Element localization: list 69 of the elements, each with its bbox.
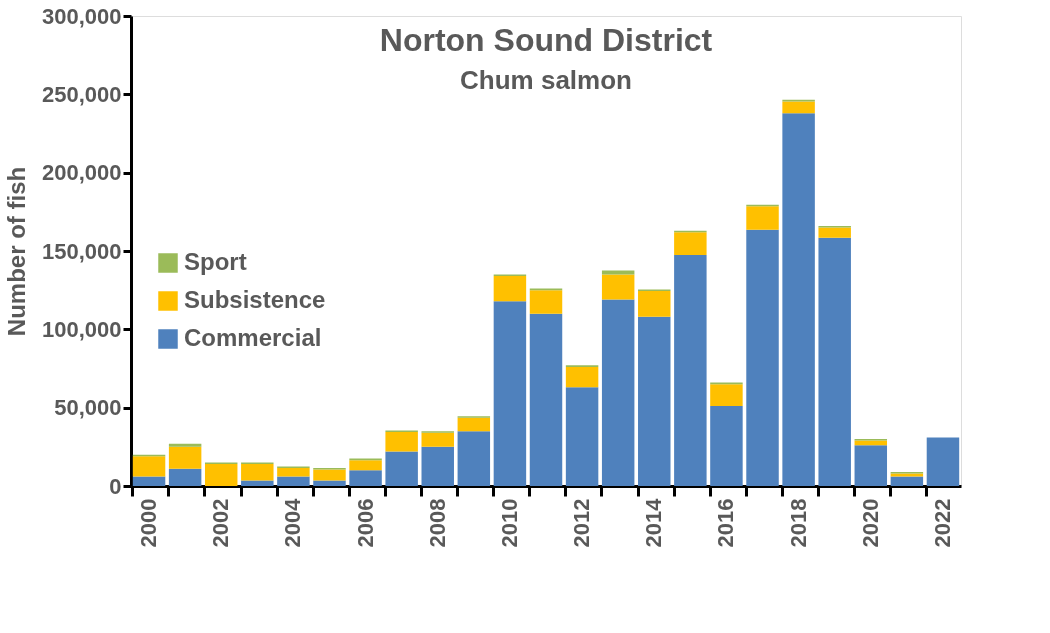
text: Chum salmon <box>460 65 632 95</box>
x-tick-label: 2008 <box>424 498 450 548</box>
bar <box>710 384 743 407</box>
x-tick-label: 2006 <box>352 498 378 548</box>
y-tick-label: 50,000 <box>54 395 122 421</box>
bar <box>313 480 346 486</box>
y-tick-label: 300,000 <box>41 3 122 29</box>
bar <box>277 476 310 486</box>
bar <box>638 290 671 317</box>
bar <box>926 437 960 486</box>
bar <box>601 299 635 486</box>
y-tick-label: 150,000 <box>41 238 122 264</box>
bar <box>168 443 202 447</box>
y-tick-label: 100,000 <box>41 316 122 342</box>
bar <box>529 290 563 314</box>
x-tick-label: 2014 <box>641 497 667 548</box>
bar <box>529 313 563 486</box>
x-tick-label: 2002 <box>208 498 234 548</box>
bar <box>638 316 671 486</box>
bar <box>168 446 202 469</box>
bar <box>349 460 382 471</box>
x-tick-label: 2016 <box>713 498 739 548</box>
bar <box>241 464 274 481</box>
x-tick-label: 2012 <box>569 498 595 548</box>
bar <box>674 232 707 255</box>
bar <box>746 229 779 486</box>
bar <box>349 470 382 486</box>
chart-title: Norton Sound District <box>379 22 713 58</box>
bar <box>421 446 454 486</box>
bar <box>565 387 599 486</box>
y-tick-label: 200,000 <box>41 160 122 186</box>
bar <box>457 417 491 432</box>
bar <box>782 101 815 114</box>
x-tick-label: 2000 <box>136 498 162 548</box>
bar <box>385 431 418 452</box>
legend-label: Commercial <box>184 324 322 351</box>
bar <box>601 274 635 300</box>
bar <box>782 113 815 486</box>
bar <box>601 270 635 275</box>
x-tick-label: 2022 <box>929 498 955 548</box>
bar <box>818 237 851 486</box>
bar <box>168 468 202 486</box>
bar <box>890 476 924 486</box>
bar <box>421 432 454 447</box>
bar <box>818 227 851 238</box>
bar <box>493 301 527 486</box>
bar <box>710 406 743 486</box>
bar <box>565 366 599 388</box>
x-tick-label: 2018 <box>785 498 811 548</box>
legend-label: Sport <box>184 248 247 275</box>
y-tick-label: 0 <box>109 473 122 499</box>
bar <box>493 276 527 302</box>
bar <box>746 206 779 230</box>
x-tick-label: 2010 <box>496 498 522 548</box>
bar <box>385 451 418 486</box>
bar <box>674 254 707 486</box>
bar <box>132 456 166 477</box>
bar <box>457 431 491 486</box>
x-tick-label: 2004 <box>280 497 306 548</box>
bar <box>132 476 166 486</box>
bar <box>241 480 274 486</box>
y-axis-title: Number of fish <box>2 166 30 337</box>
bar <box>277 467 310 477</box>
y-tick-label: 250,000 <box>41 81 122 107</box>
bar <box>204 464 238 486</box>
legend-label: Subsistence <box>184 286 326 313</box>
x-tick-label: 2020 <box>857 498 883 548</box>
bar <box>313 469 346 481</box>
bar <box>854 445 888 486</box>
